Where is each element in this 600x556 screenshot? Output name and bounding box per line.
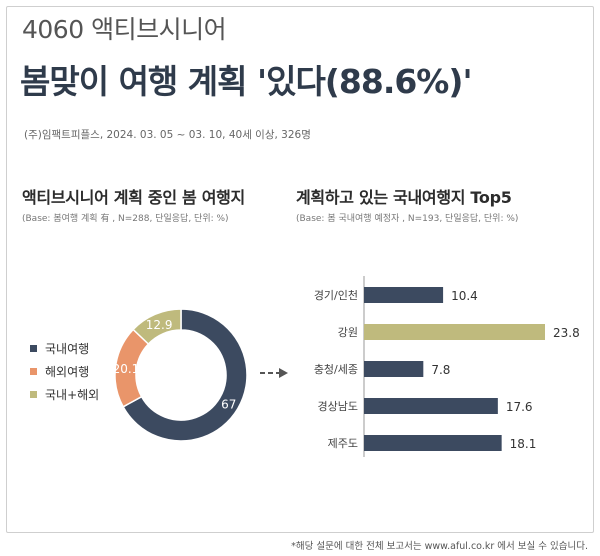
bar-category-label: 경상남도 [318,400,358,413]
survey-source: (주)임팩트피플스, 2024. 03. 05 ~ 03. 10, 40세 이상… [24,129,311,141]
legend-swatch [30,345,37,352]
legend-item: 국내+해외 [30,383,99,406]
donut-chart-base: (Base: 봄여행 계획 有 , N=288, 단일응답, 단위: %) [22,214,229,224]
donut-slice-1 [122,308,248,442]
donut-value-label: 20.1 [113,362,140,376]
dashed-arrow-right-icon [260,368,288,378]
legend-item: 국내여행 [30,337,99,360]
page-title: 봄맞이 여행 계획 '있다(88.6%)' [20,62,473,101]
legend-item: 해외여행 [30,360,99,383]
legend-label: 국내여행 [45,342,90,356]
donut-value-label: 67 [221,397,236,411]
bar-category-label: 강원 [338,326,358,339]
bar-value-label: 23.8 [553,326,580,340]
bar-value-label: 7.8 [431,363,450,377]
bar-chart-base: (Base: 봄 국내여행 예정자 , N=193, 단일응답, 단위: %) [296,214,519,224]
legend-swatch [30,391,37,398]
bar-category-label: 제주도 [328,437,358,450]
bar-category-label: 충청/세종 [314,363,358,376]
bar-4 [364,398,498,414]
bar-1 [364,287,444,303]
page-subtitle: 4060 액티브시니어 [22,15,227,44]
donut-slice-3 [132,308,182,346]
bar-3 [364,361,424,377]
donut-chart: 67 20.1 12.9 [113,308,248,442]
bar-5 [364,435,502,451]
legend-label: 해외여행 [45,365,90,379]
donut-chart-title: 액티브시니어 계획 중인 봄 여행지 [22,188,245,207]
bar-chart-title: 계획하고 있는 국내여행지 Top5 [296,188,512,207]
bar-value-label: 18.1 [510,437,537,451]
bar-category-label: 경기/인천 [314,288,358,302]
donut-value-label: 12.9 [146,318,173,332]
bar-chart: 경기/인천 10.4 강원 23.8 충청/세종 7.8 경상남도 17.6 제주도 18.1 [314,276,580,457]
legend-swatch [30,368,37,375]
bar-value-label: 17.6 [506,400,533,414]
footnote: *해당 설문에 대한 전체 보고서는 www.aful.co.kr 에서 보실 … [291,541,588,552]
bar-value-label: 10.4 [451,289,478,303]
bar-2 [364,324,545,340]
legend-label: 국내+해외 [45,388,100,402]
